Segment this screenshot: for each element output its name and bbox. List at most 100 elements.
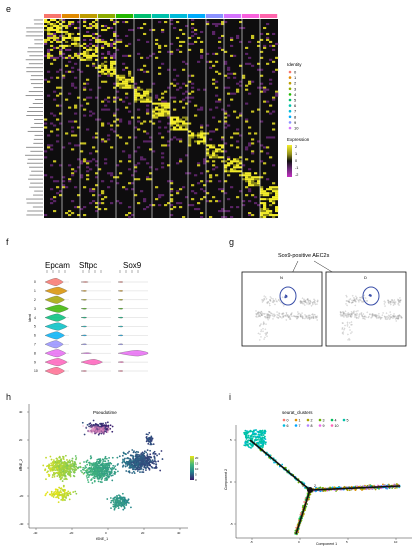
identity-legend-label: 3 [294, 86, 297, 91]
h-x-tick-label: -40 [33, 531, 38, 535]
branch-node [307, 487, 313, 493]
violin-ident-label: 3 [34, 307, 36, 311]
i-legend-label: 10 [335, 424, 339, 428]
cluster-bar-1 [62, 14, 80, 18]
cluster-bar-8 [188, 14, 206, 18]
gene-title-epcam: Epcam [45, 261, 70, 270]
violin-panel: Epcam Sftpc Sox9 Ident 0 1 2 3 4 5 6 7 8 9 10 [28, 261, 149, 375]
violin-ident-label: 6 [34, 334, 36, 338]
violin-sox9-10 [117, 370, 124, 372]
cluster-bar-6 [152, 14, 170, 18]
identity-swatch [288, 104, 292, 107]
trajectory-points [243, 429, 401, 536]
violin-sftpc-0 [80, 281, 89, 283]
i-legend-label: 7 [299, 424, 301, 428]
h-ylabel: tSNE_2 [19, 459, 23, 471]
violin-sftpc-3 [80, 308, 87, 310]
h-xlabel: tSNE_1 [96, 537, 108, 541]
pseudotime-legend-tick: 20 [195, 456, 199, 460]
cluster-bar-7 [170, 14, 188, 18]
gene-label-column [25, 19, 43, 216]
violin-epcam-2 [44, 295, 65, 304]
cluster-bar-4 [116, 14, 134, 18]
expression-legend-title: Expression [287, 137, 310, 142]
i-x-ticks: -5 0 5 10 [250, 538, 398, 544]
violin-sftpc-10 [80, 370, 87, 372]
cluster-bar-11 [242, 14, 260, 18]
identity-legend-title: Identity [287, 62, 302, 67]
violin-ident-label: 2 [34, 298, 36, 302]
h-y-tick-label: 20 [19, 438, 23, 442]
identity-legend-label: 8 [294, 114, 297, 119]
h-y-ticks: 40 20 0 -20 -40 [19, 410, 29, 526]
identity-legend-label: 0 [294, 70, 297, 75]
identity-legend-label: 5 [294, 98, 297, 103]
violin-sftpc-8 [80, 352, 92, 354]
i-y-ticks: 5 0 -5 [230, 438, 236, 526]
violin-sftpc-4 [80, 316, 87, 319]
branch-node-label-2: 2 [314, 484, 316, 488]
violin-epcam-1 [44, 286, 68, 295]
panel-label-e: e [6, 4, 12, 14]
highlight-circle-n [279, 286, 297, 306]
identity-swatch [288, 98, 292, 102]
violin-epcam-5 [44, 322, 68, 331]
pseudotime-legend-tick: 0 [195, 478, 197, 482]
pseudotime-legend-tick: 5 [195, 473, 197, 477]
subplot-d-title: D [364, 275, 367, 280]
i-legend-label: 4 [335, 418, 337, 422]
highlight-panel: Sox9-positive AEC2s N D [241, 253, 407, 347]
pseudotime-legend-tick: 10 [195, 467, 199, 471]
identity-swatch [288, 115, 292, 119]
violin-sox9-8 [117, 350, 149, 357]
violin-epcam-4 [44, 313, 67, 322]
expression-tick: 0 [295, 159, 297, 163]
expression-tick: -2 [295, 173, 298, 177]
violin-epcam-8 [44, 349, 67, 358]
cluster-bar-2 [80, 14, 98, 18]
subplot-n-frame [241, 271, 323, 347]
violin-ident-label: 5 [34, 325, 36, 329]
violin-top-ticks [46, 270, 139, 273]
identity-swatch [288, 87, 292, 91]
panel-label-h: h [6, 392, 12, 402]
cluster-bar-9 [206, 14, 224, 18]
i-x-tick-label: 10 [394, 540, 398, 544]
i-legend-label: 5 [347, 418, 349, 422]
identity-legend-label: 4 [294, 92, 297, 97]
h-x-tick-label: 0 [105, 531, 107, 535]
i-legend-label: 0 [287, 418, 289, 422]
panel-label-g: g [229, 237, 235, 247]
trajectory-panel: seurat_clusters 0 1 2 3 4 56 7 8 9 10 1 2 -5 0 5 10 … [224, 410, 412, 546]
h-x-tick-label: 40 [177, 531, 181, 535]
pseudotime-points [42, 419, 164, 511]
h-y-tick-label: -20 [19, 494, 24, 498]
violin-ident-label: 4 [34, 316, 36, 320]
violin-ident-label: 8 [34, 351, 36, 355]
violin-sox9-4 [117, 316, 124, 319]
gene-title-sftpc: Sftpc [79, 261, 97, 270]
violin-ident-label: 1 [34, 289, 36, 293]
violin-ylabel: Ident [28, 314, 32, 322]
violin-ident-label: 9 [34, 360, 36, 364]
h-x-tick-label: -20 [69, 531, 74, 535]
violin-sftpc-6 [80, 334, 87, 337]
branch-node-label-1: 1 [302, 484, 304, 488]
violin-ident-label: 10 [34, 369, 38, 373]
violin-series: 0 1 2 3 4 5 6 7 8 9 10 [34, 278, 149, 375]
pseudotime-panel: Pseudotime -40 -20 0 20 40 40 20 0 -20 -40 tSNE_… [19, 404, 199, 541]
heatmap-grid [44, 19, 279, 219]
i-legend-label: 3 [323, 418, 325, 422]
h-y-tick-label: 40 [19, 410, 23, 414]
violin-epcam-10 [44, 367, 65, 375]
i-legend: 0 1 2 3 4 5 6 7 8 9 10 [282, 418, 349, 428]
violin-sftpc-1 [80, 290, 87, 292]
cluster-bar-10 [224, 14, 242, 18]
panel-label-i: i [229, 392, 231, 402]
violin-sox9-6 [117, 334, 124, 337]
i-xlabel: Component 1 [316, 542, 337, 546]
expression-colorbar [287, 145, 292, 177]
violin-sox9-2 [117, 299, 124, 301]
identity-legend-label: 10 [294, 126, 299, 131]
